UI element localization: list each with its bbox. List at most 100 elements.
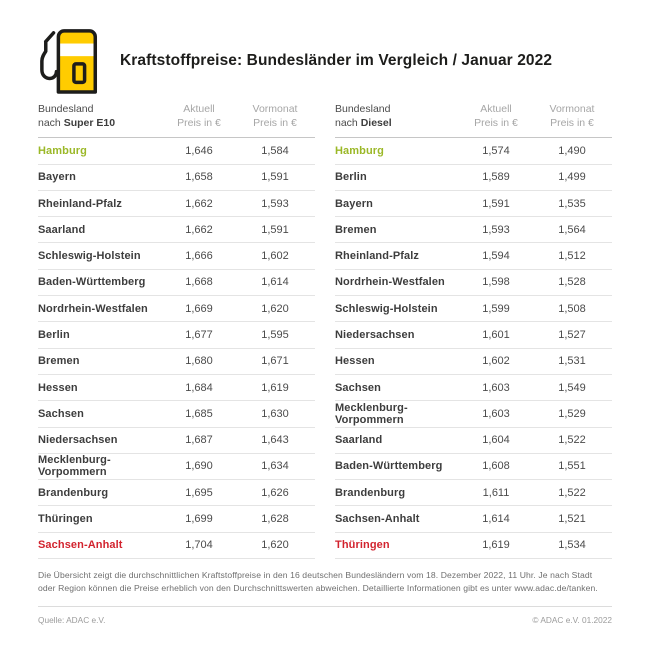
- table-row: Mecklenburg-Vorpommern 1,603 1,529: [335, 401, 612, 428]
- previous-price: 1,628: [261, 513, 289, 526]
- table-row: Sachsen 1,603 1,549: [335, 375, 612, 402]
- table-row: Bremen 1,680 1,671: [38, 349, 315, 375]
- table-row: Rheinland-Pfalz 1,662 1,593: [38, 191, 315, 218]
- table-row: Hessen 1,602 1,531: [335, 349, 612, 375]
- table-row: Brandenburg 1,695 1,626: [38, 480, 315, 507]
- previous-price: 1,602: [261, 250, 289, 263]
- current-price: 1,591: [482, 197, 510, 210]
- current-price: 1,589: [482, 171, 510, 184]
- previous-price: 1,529: [558, 407, 586, 420]
- header-line1: Bundesland: [335, 103, 391, 115]
- table-row: Niedersachsen 1,687 1,643: [38, 428, 315, 454]
- table-row: Niedersachsen 1,601 1,527: [335, 322, 612, 349]
- previous-price: 1,634: [261, 460, 289, 473]
- fuel-pump-icon: [38, 26, 104, 96]
- state-name: Sachsen-Anhalt: [335, 513, 420, 526]
- table-row: Nordrhein-Westfalen 1,669 1,620: [38, 296, 315, 323]
- state-name: Thüringen: [335, 539, 390, 552]
- state-name: Sachsen: [38, 407, 84, 420]
- current-price: 1,611: [482, 486, 510, 499]
- state-name: Schleswig-Holstein: [38, 250, 141, 263]
- state-name: Mecklenburg-Vorpommern: [335, 401, 408, 426]
- previous-price: 1,620: [261, 539, 289, 552]
- current-price: 1,666: [185, 250, 213, 263]
- current-price: 1,594: [482, 250, 510, 263]
- table-row: Sachsen 1,685 1,630: [38, 401, 315, 428]
- state-name: Berlin: [38, 329, 70, 341]
- current-price: 1,658: [185, 171, 213, 184]
- table-row: Nordrhein-Westfalen 1,598 1,528: [335, 270, 612, 297]
- current-price: 1,602: [482, 355, 510, 368]
- state-name: Hessen: [38, 381, 78, 394]
- current-price: 1,704: [185, 539, 213, 552]
- table-row: Bayern 1,591 1,535: [335, 191, 612, 218]
- previous-price: 1,527: [558, 329, 586, 341]
- previous-price: 1,534: [558, 539, 586, 552]
- table-super-e10: Bundesland nach Super E10 Aktuell Preis …: [38, 103, 315, 560]
- state-name: Saarland: [38, 223, 86, 236]
- state-name: Hamburg: [38, 144, 87, 157]
- table-diesel: Bundesland nach Diesel Aktuell Preis in …: [335, 103, 612, 560]
- current-price: 1,593: [482, 223, 510, 236]
- current-price: 1,695: [185, 486, 213, 499]
- table-rows: Hamburg 1,574 1,490 Berlin 1,589 1,499 Bayern 1…: [335, 138, 612, 560]
- previous-price: 1,531: [558, 355, 586, 368]
- current-price: 1,680: [185, 355, 213, 368]
- current-price: 1,699: [185, 513, 213, 526]
- current-price: 1,619: [482, 539, 510, 552]
- current-price: 1,608: [482, 460, 510, 473]
- previous-price: 1,591: [261, 223, 289, 236]
- table-row: Hamburg 1,574 1,490: [335, 138, 612, 165]
- previous-price: 1,522: [558, 434, 586, 447]
- previous-price: 1,522: [558, 486, 586, 499]
- page-title: Kraftstoffpreise: Bundesländer im Vergle…: [120, 52, 553, 69]
- header-fuel-type: Diesel: [360, 116, 392, 129]
- current-price: 1,646: [185, 144, 213, 157]
- table-row: Thüringen 1,699 1,628: [38, 506, 315, 533]
- state-name: Nordrhein-Westfalen: [335, 276, 445, 289]
- state-name: Brandenburg: [335, 486, 406, 499]
- state-name: Niedersachsen: [38, 434, 118, 447]
- table-row: Mecklenburg-Vorpommern 1,690 1,634: [38, 454, 315, 481]
- table-header: Bundesland nach Diesel Aktuell Preis in …: [335, 103, 612, 139]
- previous-price: 1,626: [261, 486, 289, 499]
- current-price: 1,684: [185, 381, 213, 394]
- previous-price: 1,593: [261, 197, 289, 210]
- previous-price: 1,643: [261, 434, 289, 447]
- table-row: Brandenburg 1,611 1,522: [335, 480, 612, 507]
- previous-price: 1,584: [261, 144, 289, 157]
- state-name: Rheinland-Pfalz: [38, 197, 123, 210]
- current-price: 1,685: [185, 407, 213, 420]
- column-header-bundesland: Bundesland nach Diesel: [335, 103, 460, 130]
- current-price: 1,690: [185, 460, 213, 473]
- previous-price: 1,490: [558, 144, 586, 157]
- state-name: Bayern: [335, 197, 373, 210]
- current-price: 1,687: [185, 434, 213, 447]
- previous-price: 1,535: [558, 197, 586, 210]
- tables-container: Bundesland nach Super E10 Aktuell Preis …: [38, 103, 612, 560]
- state-name: Nordrhein-Westfalen: [38, 302, 148, 315]
- table-row: Baden-Württemberg 1,608 1,551: [335, 454, 612, 481]
- current-price: 1,614: [482, 513, 510, 526]
- state-name: Hessen: [335, 355, 375, 368]
- footnote: Die Übersicht zeigt die durchschnittlich…: [38, 570, 598, 594]
- header-line1: Bundesland: [38, 103, 94, 115]
- header: Kraftstoffpreise: Bundesländer im Vergle…: [38, 26, 612, 96]
- previous-price: 1,595: [261, 329, 289, 341]
- previous-price: 1,521: [558, 513, 586, 526]
- table-row: Schleswig-Holstein 1,599 1,508: [335, 296, 612, 323]
- table-row: Schleswig-Holstein 1,666 1,602: [38, 243, 315, 270]
- previous-price: 1,620: [261, 302, 289, 315]
- previous-price: 1,508: [558, 302, 586, 315]
- state-name: Saarland: [335, 434, 383, 447]
- header-line2-prefix: nach: [335, 116, 361, 129]
- table-row: Saarland 1,662 1,591: [38, 217, 315, 244]
- current-price: 1,669: [185, 302, 213, 315]
- current-price: 1,662: [185, 223, 213, 236]
- previous-price: 1,564: [558, 223, 586, 236]
- current-price: 1,603: [482, 381, 510, 394]
- state-name: Bremen: [335, 223, 377, 236]
- current-price: 1,603: [482, 407, 510, 420]
- infographic-page: Kraftstoffpreise: Bundesländer im Vergle…: [38, 26, 612, 625]
- table-row: Berlin 1,677 1,595: [38, 322, 315, 349]
